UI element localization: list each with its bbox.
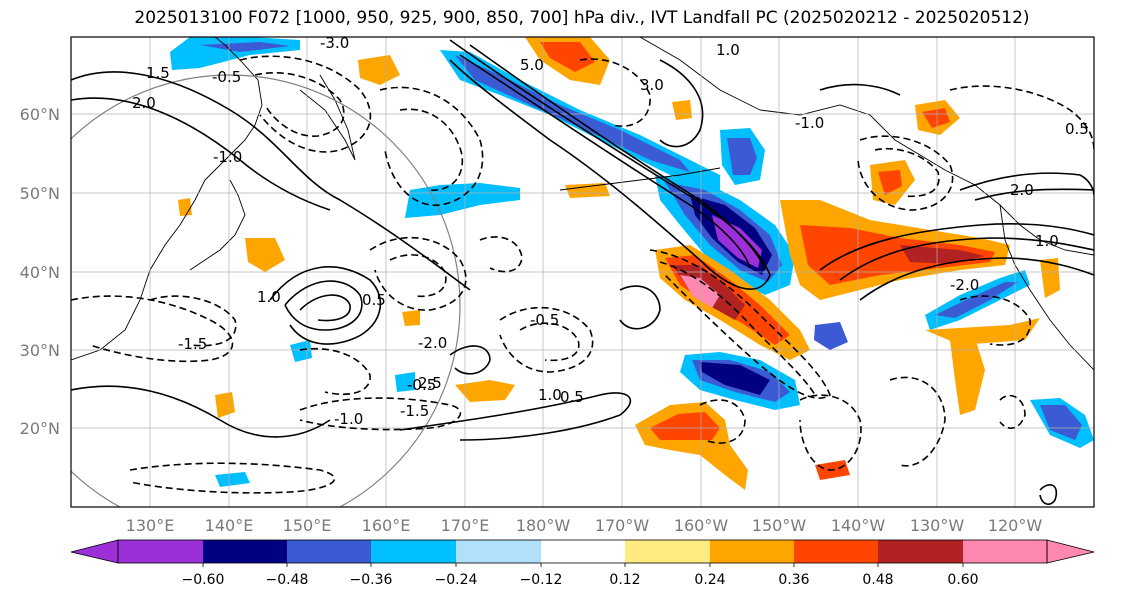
pos-cell-138e-23n — [215, 392, 235, 418]
colorbar-tick-label: 0.60 — [947, 572, 978, 588]
colorbar-segment — [541, 540, 625, 563]
contour-label: 3.0 — [640, 76, 664, 94]
contour-label: 1.0 — [538, 386, 562, 404]
coast-alaska — [639, 37, 1094, 256]
lat-tick-label: 20°N — [20, 419, 60, 438]
colorbar-extend-low — [70, 539, 119, 564]
coast-japan — [189, 179, 246, 271]
contour-labels: -3.0 -0.5 1.5 2.0 -1.0 -1.5 1.0 0.5 -2.0… — [132, 34, 1089, 428]
colorbar-segment — [287, 540, 371, 563]
lon-tick-label: 160°E — [362, 516, 411, 535]
lon-tick-labels: 130°E 140°E 150°E 160°E 170°E 180°W 170°… — [126, 516, 1043, 535]
contour-label: 1.5 — [146, 64, 170, 82]
pos-cell-178e-50n — [565, 183, 610, 198]
lat-tick-labels: 20°N 30°N 40°N 50°N 60°N — [20, 105, 60, 438]
lon-tick-label: 180°W — [516, 516, 571, 535]
contour-label: 1.0 — [716, 41, 740, 59]
lat-tick-label: 30°N — [20, 341, 60, 360]
colorbar-segment — [456, 540, 541, 563]
map-frame — [70, 36, 1095, 508]
contour-label: -0.5 — [530, 311, 559, 329]
colorbar-tick-label: 0.36 — [778, 572, 809, 588]
colorbar-tick-label: −0.60 — [182, 572, 225, 588]
lon-tick-label: 170°W — [595, 516, 650, 535]
contour-label: -1.5 — [178, 335, 207, 353]
pos-cell-140e-42n — [245, 238, 285, 272]
coast-north-america-west — [999, 204, 1094, 371]
colorbar-tick-label: −0.48 — [266, 572, 309, 588]
contour-label: -3.0 — [320, 34, 349, 52]
pos-cell-158w-63n — [672, 100, 692, 120]
colorbar-segment — [878, 540, 963, 563]
solid-contours — [71, 39, 1094, 505]
colorbar-tick-label: 0.12 — [609, 572, 640, 588]
contour-label: -1.0 — [213, 148, 242, 166]
colorbar-segment — [203, 540, 287, 563]
neg-cell-168e-25n — [395, 372, 415, 392]
divergence-shading — [170, 37, 1094, 490]
contour-label: 0.5 — [362, 291, 386, 309]
pos-cell-130w-33n — [925, 318, 1040, 345]
map-panel: -3.0 -0.5 1.5 2.0 -1.0 -1.5 1.0 0.5 -2.0… — [71, 34, 1094, 507]
colorbar-segment — [794, 540, 878, 563]
contour-label: 0.5 — [1065, 120, 1089, 138]
colorbar-tick-label: −0.36 — [350, 572, 393, 588]
contour-label: 2.0 — [1010, 181, 1034, 199]
lat-tick-label: 50°N — [20, 184, 60, 203]
lon-tick-label: 140°E — [205, 516, 254, 535]
colorbar-segment — [710, 540, 794, 563]
contour-label: 2.5 — [418, 374, 442, 392]
pos-cell-125w-28n — [950, 338, 985, 415]
lon-tick-label: 150°W — [752, 516, 807, 535]
colorbar-extend-high — [1046, 539, 1095, 564]
lon-tick-label: 140°W — [831, 516, 886, 535]
colorbar-ticks — [202, 563, 964, 567]
lon-tick-label: 120°W — [988, 516, 1043, 535]
dashed-contours — [71, 55, 1094, 494]
colorbar-tick-label: −0.24 — [435, 572, 478, 588]
gridlines — [71, 37, 1094, 507]
figure-title: 2025013100 F072 [1000, 950, 925, 900, 85… — [134, 8, 1030, 28]
colorbar-tick-label: −0.12 — [520, 572, 563, 588]
neg-cell-140e-15n — [215, 472, 250, 487]
lon-tick-label: 150°E — [283, 516, 332, 535]
range-circle — [71, 74, 461, 507]
contour-label: 0.5 — [560, 388, 584, 406]
contour-label: -1.0 — [334, 410, 363, 428]
lat-tick-label: 40°N — [20, 263, 60, 282]
contour-label: -1.5 — [400, 402, 429, 420]
colorbar-segment — [371, 540, 456, 563]
lon-tick-label: 130°W — [910, 516, 965, 535]
contour-label: 1.0 — [257, 288, 281, 306]
contour-label: -2.0 — [950, 276, 979, 294]
pos-cell-172e-23n — [455, 380, 515, 402]
neg-cell-148w-33n — [814, 322, 848, 350]
contour-label: -1.0 — [795, 114, 824, 132]
colorbar-segment — [625, 540, 710, 563]
pos-cell-165e-62n — [358, 55, 400, 85]
colorbar-segment — [118, 540, 203, 563]
contour-label: 5.0 — [520, 56, 544, 74]
neg-cell-165e-50n — [405, 183, 520, 218]
contour-label: -0.5 — [407, 376, 436, 394]
neg-cell-145e-32n — [290, 340, 312, 362]
colorbar-frame — [117, 539, 1048, 564]
colorbar: −0.60 −0.48 −0.36 −0.24 −0.12 0.12 0.24 … — [70, 539, 1095, 588]
pos-cell-133e-48n — [178, 198, 192, 216]
lat-tick-label: 60°N — [20, 105, 60, 124]
pos-cell-120w-38n — [1040, 258, 1060, 298]
colorbar-tick-label: 0.24 — [694, 572, 725, 588]
contour-label: 2.0 — [132, 94, 156, 112]
contour-label: -0.5 — [212, 68, 241, 86]
contour-label: -2.0 — [418, 334, 447, 352]
colorbar-segment — [963, 540, 1047, 563]
colorbar-tick-label: 0.48 — [862, 572, 893, 588]
pos-cell-157e-32n — [402, 310, 420, 326]
lon-tick-label: 160°W — [674, 516, 729, 535]
lon-tick-label: 130°E — [126, 516, 175, 535]
contour-label: 1.0 — [1035, 232, 1059, 250]
coast-aleutians — [559, 167, 721, 191]
lon-tick-label: 170°E — [441, 516, 490, 535]
